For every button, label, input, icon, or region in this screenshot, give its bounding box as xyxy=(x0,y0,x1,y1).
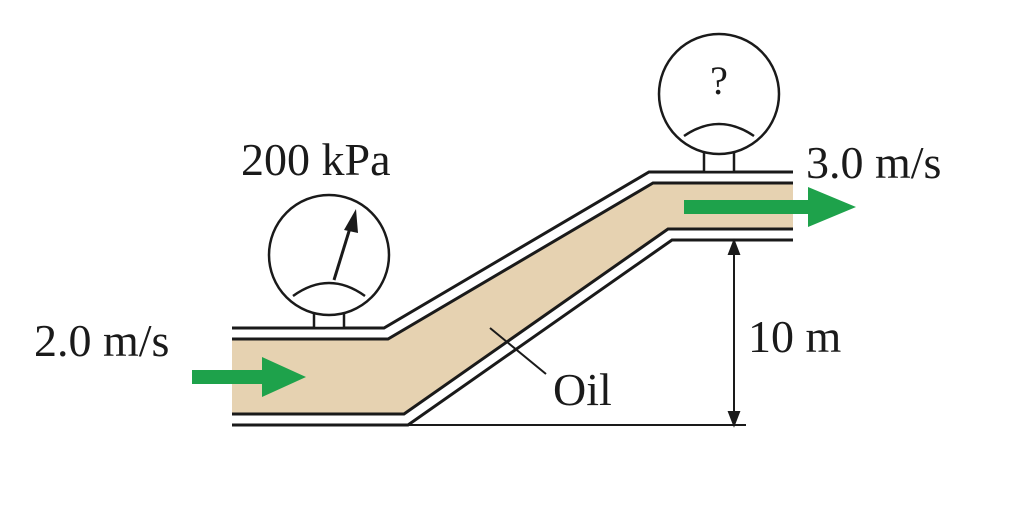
height-label: 10 m xyxy=(748,311,842,362)
inlet-speed-label: 2.0 m/s xyxy=(34,315,169,366)
oil-label: Oil xyxy=(553,364,612,415)
oil-leader-line xyxy=(489,327,547,375)
inlet-flow-arrow xyxy=(192,357,306,397)
outlet-flow-arrow xyxy=(684,187,856,227)
left-pressure-label: 200 kPa xyxy=(241,134,391,185)
right-pressure-gauge xyxy=(657,32,781,174)
left-pressure-gauge xyxy=(267,193,391,330)
height-dimension xyxy=(408,238,746,428)
oil-fill xyxy=(232,183,793,414)
right-gauge-question: ? xyxy=(710,58,728,103)
outlet-speed-label: 3.0 m/s xyxy=(806,137,941,188)
gauge-needle-tip xyxy=(344,209,358,233)
pipe-bottom-wall xyxy=(232,227,793,427)
